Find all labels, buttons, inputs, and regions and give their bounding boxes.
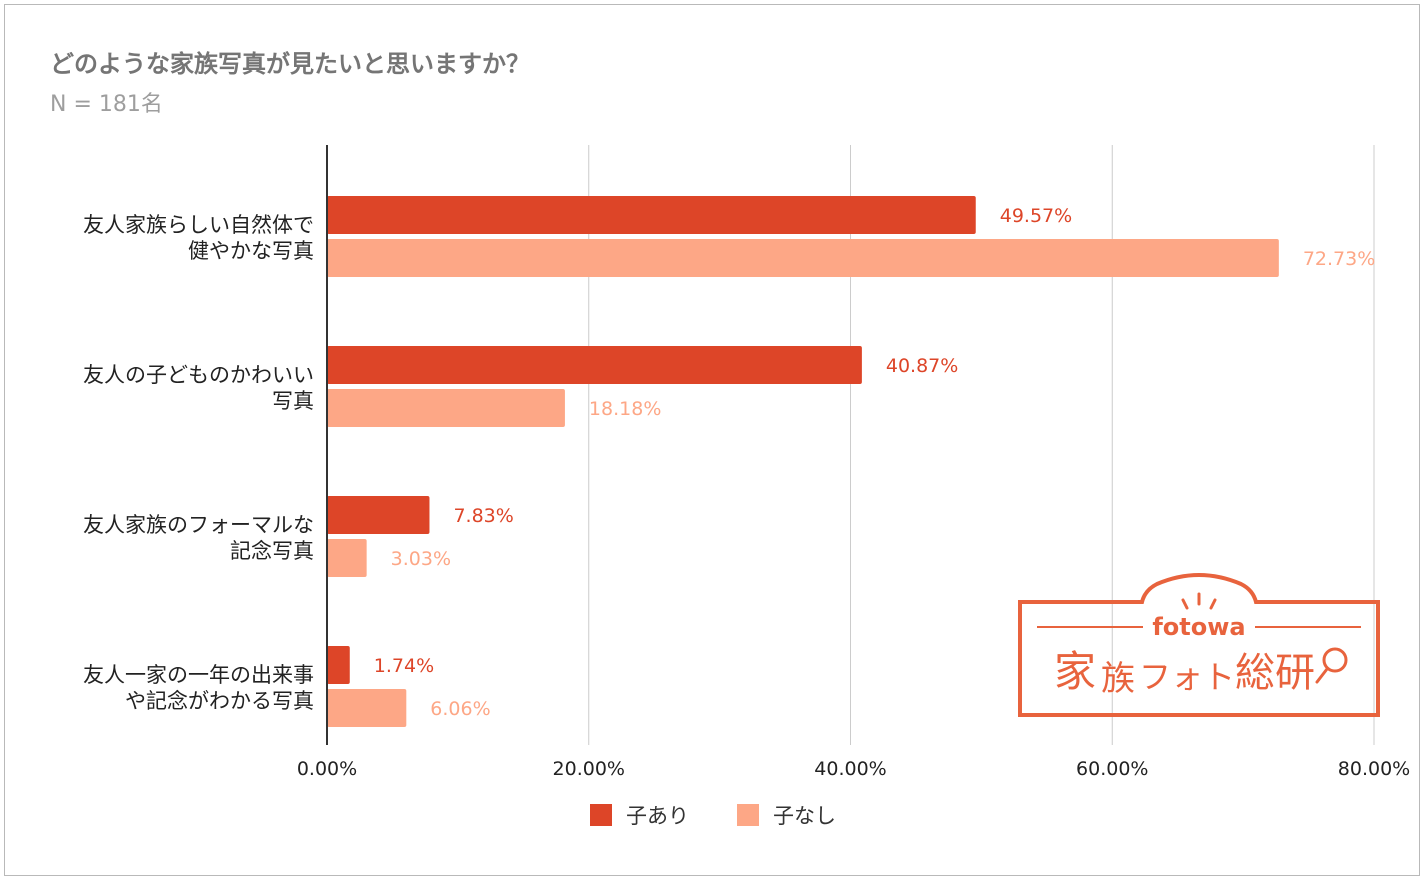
data-label: 3.03% xyxy=(391,548,451,570)
category-label: や記念がわかる写真 xyxy=(125,689,314,713)
logo-text-4: 総研 xyxy=(1235,650,1315,696)
logo-text-1: 家 xyxy=(1054,647,1096,696)
legend-item-with-children: 子あり xyxy=(590,800,689,830)
data-label: 1.74% xyxy=(374,655,434,677)
category-label: 健やかな写真 xyxy=(188,239,314,263)
bar xyxy=(327,689,407,727)
bar-chart: 0.00% 20.00% 40.00% 60.00% 80.00% 49.57% 72.73… xyxy=(83,145,1410,780)
logo-text-2: 族 xyxy=(1101,659,1135,699)
data-label: 40.87% xyxy=(886,355,958,377)
legend-label-without-children: 子なし xyxy=(773,804,836,828)
legend-item-without-children: 子なし xyxy=(737,800,836,830)
legend-swatch-without-children xyxy=(737,804,759,826)
fotowa-logo: fotowa 家 族 フォト 総研 xyxy=(1018,573,1380,717)
bar xyxy=(327,346,862,384)
chart-frame xyxy=(4,4,1420,876)
bar xyxy=(327,646,350,684)
x-tick-label: 80.00% xyxy=(1338,758,1410,780)
data-label: 72.73% xyxy=(1303,248,1375,270)
bar xyxy=(327,389,565,427)
legend: 子あり 子なし xyxy=(0,800,1426,830)
data-label: 49.57% xyxy=(1000,205,1072,227)
category-label: 友人の子どものかわいい xyxy=(83,363,314,387)
x-tick-label: 60.00% xyxy=(1076,758,1148,780)
legend-swatch-with-children xyxy=(590,804,612,826)
chart-subtitle: N = 181名 xyxy=(50,92,163,117)
magnifier-icon xyxy=(1315,647,1348,684)
category-label: 写真 xyxy=(272,389,314,413)
x-tick-label: 0.00% xyxy=(297,758,357,780)
bar xyxy=(327,539,367,577)
data-label: 18.18% xyxy=(589,398,661,420)
logo-text-3: フォト xyxy=(1139,658,1235,696)
logo-small-text: fotowa xyxy=(1152,613,1245,641)
legend-label-with-children: 子あり xyxy=(626,804,689,828)
chart-title: どのような家族写真が見たいと思いますか？ xyxy=(50,50,530,78)
category-label: 友人一家の一年の出来事 xyxy=(83,663,314,687)
logo-frame xyxy=(1018,573,1380,717)
logo-sparkle-icon xyxy=(1181,592,1217,610)
bar xyxy=(327,496,430,534)
x-tick-label: 20.00% xyxy=(553,758,625,780)
category-label: 友人家族らしい自然体で xyxy=(83,213,314,237)
category-label: 友人家族のフォーマルな xyxy=(83,513,314,537)
category-label: 記念写真 xyxy=(230,539,314,563)
data-label: 7.83% xyxy=(453,505,513,527)
bar xyxy=(327,239,1279,277)
bar xyxy=(327,196,976,234)
data-label: 6.06% xyxy=(430,698,490,720)
x-tick-label: 40.00% xyxy=(814,758,886,780)
